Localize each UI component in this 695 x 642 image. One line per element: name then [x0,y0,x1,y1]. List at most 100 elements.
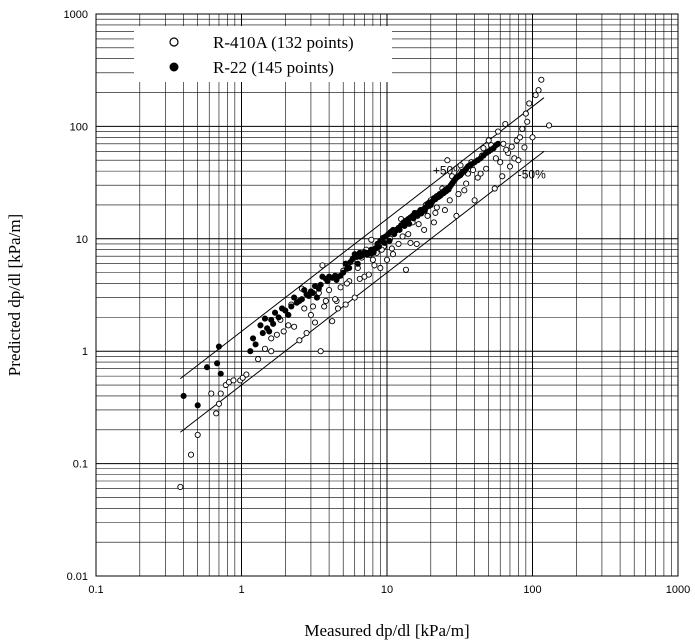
data-point-r410a [491,185,498,192]
data-point-r410a [301,305,308,312]
data-point-r410a [522,110,529,117]
data-point-r22 [301,286,308,294]
legend-marker-open [169,37,179,47]
x-tick-label: 10 [381,584,393,596]
x-tick-label: 0.1 [88,584,103,596]
data-point-r410a [405,231,412,238]
data-point-r410a [503,146,510,153]
data-point-r410a [342,301,349,308]
data-point-r410a [415,221,422,228]
reference-line-label: -50% [518,167,546,181]
data-point-r410a [526,100,533,107]
data-point-r22 [214,360,221,367]
data-point-r22 [425,203,432,210]
data-point-r22 [261,315,269,322]
data-point-r410a [463,180,470,187]
data-point-r22 [180,392,187,399]
data-point-r410a [319,262,326,269]
data-point-r22 [340,269,347,276]
data-point-r410a [457,162,464,169]
data-point-r22 [291,294,298,301]
data-point-r410a [303,330,310,337]
data-point-r22 [495,140,502,147]
data-point-r22 [288,303,295,310]
data-point-r410a [453,212,460,219]
data-point-r22 [309,289,317,296]
data-point-r410a [317,348,324,355]
data-point-r410a [395,240,402,247]
data-point-r22 [259,330,266,337]
data-point-r410a [495,128,502,135]
data-point-r22 [204,364,211,371]
data-point-r22 [217,370,224,377]
data-point-r410a [532,92,539,99]
data-point-r410a [243,371,250,378]
legend-marker-filled [169,62,179,72]
data-point-r22 [347,259,354,266]
y-tick-label: 0.01 [67,571,88,583]
data-point-r410a [516,134,524,141]
data-point-r410a [215,400,223,407]
data-point-r410a [402,266,410,273]
data-point-r410a [461,187,468,194]
data-point-r410a [332,296,339,303]
data-point-r410a [538,76,545,83]
data-point-r22 [370,249,377,256]
data-point-r410a [433,204,440,211]
data-point-r410a [546,122,553,129]
data-point-r410a [255,356,262,363]
data-point-r410a [399,233,406,240]
data-point-r410a [351,294,358,301]
y-tick-label: 100 [70,121,88,133]
x-tick-label: 100 [523,584,541,596]
legend-box [134,26,392,82]
data-point-r410a [519,125,526,132]
data-point-r410a [322,297,329,304]
data-point-r410a [309,303,317,310]
data-point-r22 [249,335,257,342]
x-axis-label: Measured dp/dl [kPa/m] [304,621,469,640]
data-point-r22 [317,281,324,288]
data-point-r22 [421,207,428,214]
data-point-r410a [407,239,414,246]
data-point-r22 [343,265,350,272]
data-point-r410a [334,305,341,312]
data-point-r410a [307,311,314,319]
data-point-r22 [271,309,279,316]
data-point-r22 [270,320,277,327]
data-point-r410a [483,165,490,172]
legend-label-r410a: R-410A (132 points) [213,33,354,52]
data-point-r410a [389,251,397,258]
data-point-r410a [285,322,292,329]
data-point-r410a [500,140,507,147]
data-point-r22 [305,292,312,300]
data-point-r22 [266,328,273,335]
data-point-r410a [441,207,448,214]
y-axis-label: Predicted dp/dl [kPa/m] [5,214,24,376]
y-tick-label: 10 [76,234,88,246]
data-point-r410a [377,264,384,272]
data-point-r22 [357,253,364,260]
data-point-r410a [535,87,542,94]
data-point-r22 [215,343,223,350]
data-point-r410a [502,120,509,128]
data-point-r410a [497,159,504,166]
data-point-r410a [383,256,391,263]
grid [95,14,678,577]
data-point-r410a [521,144,528,151]
data-point-r410a [515,157,522,164]
x-tick-label: 1 [238,584,244,596]
data-point-r410a [413,240,420,247]
y-tick-label: 1 [82,346,88,358]
data-point-r22 [313,294,320,301]
data-point-r410a [492,155,499,162]
data-point-r22 [462,166,469,173]
data-point-r410a [485,137,492,144]
data-point-r22 [406,220,413,227]
data-point-r410a [424,212,431,219]
data-point-r22 [375,243,382,250]
data-point-r22 [252,341,259,348]
data-point-r410a [368,236,375,243]
